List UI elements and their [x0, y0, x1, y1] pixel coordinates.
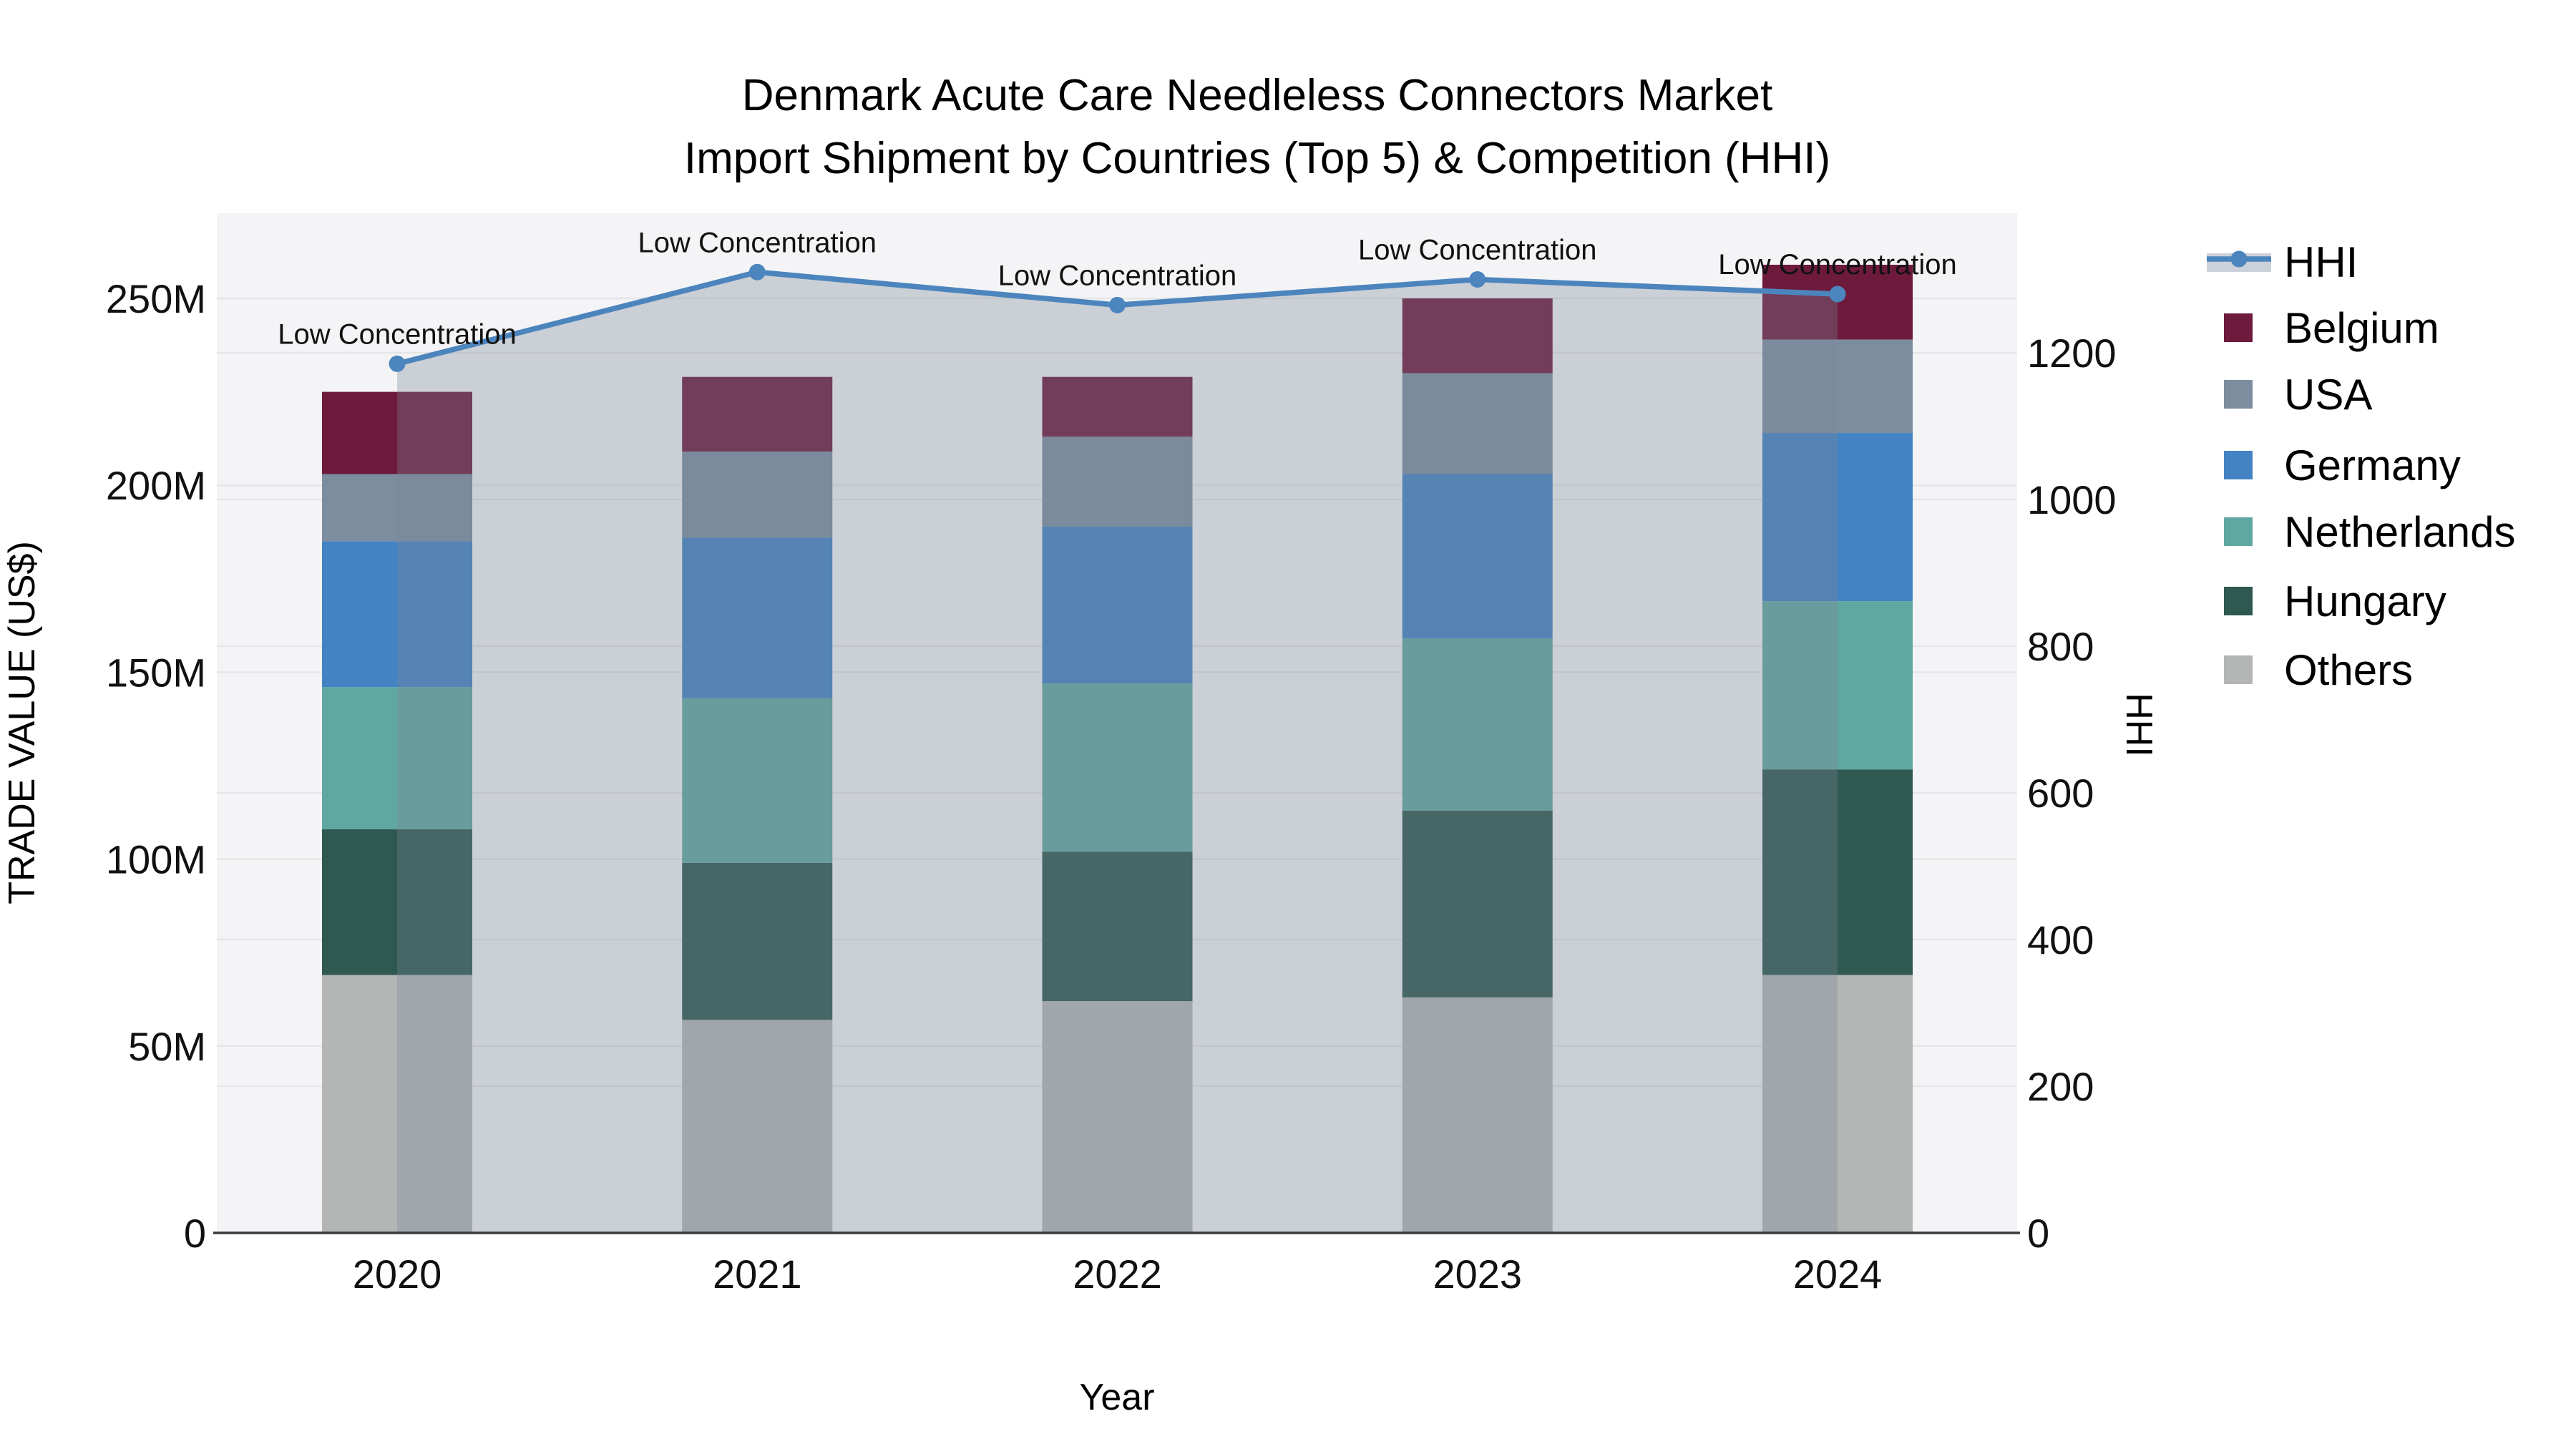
x-tick-2022: 2022	[1073, 1252, 1162, 1297]
annotation-low-concentration-2020: Low Concentration	[278, 318, 517, 350]
legend-swatch-germany	[2224, 451, 2253, 479]
hhi-line-layer	[389, 263, 1846, 372]
hhi-marker-2022	[1109, 296, 1126, 313]
y-tick-right-200: 200	[2027, 1064, 2094, 1109]
y-axis-title-left: TRADE VALUE (US$)	[1, 541, 43, 904]
bar-segment-usa-2021	[682, 452, 833, 538]
bar-segment-others-2023	[1402, 997, 1553, 1233]
legend-swatch-hungary	[2224, 587, 2253, 615]
legend-item-usa: USA	[2224, 371, 2372, 419]
y-tick-right-0: 0	[2027, 1211, 2049, 1256]
bar-segment-netherlands-2023	[1402, 638, 1553, 811]
bar-segment-usa-2023	[1402, 373, 1553, 474]
bar-segment-hungary-2022	[1042, 852, 1193, 1002]
hhi-area-layer	[397, 272, 1838, 1233]
stacked-bars-layer	[322, 264, 1913, 1233]
bar-segment-netherlands-2024	[1762, 601, 1913, 770]
hhi-marker-2020	[389, 355, 406, 372]
legend-swatch-netherlands	[2224, 517, 2253, 546]
legend-label-netherlands: Netherlands	[2284, 508, 2516, 556]
bar-segment-others-2021	[682, 1020, 833, 1233]
legend-swatch-others	[2224, 655, 2253, 684]
annotations-layer: Low Concentration Low Concentration Low Co…	[278, 227, 1957, 350]
bar-segment-hungary-2024	[1762, 769, 1913, 975]
bar-segment-netherlands-2022	[1042, 683, 1193, 852]
legend-label-belgium: Belgium	[2284, 304, 2439, 352]
legend-item-hungary: Hungary	[2224, 577, 2446, 625]
bar-segment-netherlands-2020	[322, 687, 472, 829]
legend-label-others: Others	[2284, 646, 2413, 694]
x-tick-2020: 2020	[353, 1252, 442, 1297]
bar-segment-belgium-2023	[1402, 298, 1553, 374]
bar-segment-others-2020	[322, 975, 472, 1233]
bar-segment-netherlands-2021	[682, 698, 833, 863]
annotation-low-concentration-2022: Low Concentration	[998, 260, 1237, 291]
x-tick-2021: 2021	[713, 1252, 802, 1297]
y-tick-left-100M: 100M	[106, 837, 206, 882]
bar-segment-hungary-2020	[322, 829, 472, 975]
x-axis-title: Year	[1079, 1377, 1154, 1418]
legend-layer: HHI Belgium USA Germany Netherlands Hungary Ot…	[2207, 238, 2516, 694]
y-axis-title-right: HHI	[2118, 693, 2160, 757]
y-tick-left-0: 0	[184, 1211, 206, 1256]
legend-item-netherlands: Netherlands	[2224, 508, 2516, 556]
bar-segment-others-2024	[1762, 975, 1913, 1233]
annotation-low-concentration-2024: Low Concentration	[1718, 249, 1957, 280]
bar-segment-germany-2020	[322, 541, 472, 688]
y-tick-right-400: 400	[2027, 917, 2094, 962]
bar-segment-germany-2023	[1402, 474, 1553, 639]
y-tick-left-150M: 150M	[106, 650, 206, 695]
legend-label-hungary: Hungary	[2284, 577, 2446, 625]
bar-segment-usa-2020	[322, 474, 472, 542]
bar-segment-belgium-2021	[682, 376, 833, 452]
bar-segment-germany-2022	[1042, 526, 1193, 684]
legend-item-belgium: Belgium	[2224, 304, 2439, 352]
legend-label-germany: Germany	[2284, 441, 2461, 489]
y-tick-right-1000: 1000	[2027, 477, 2117, 522]
annotation-low-concentration-2023: Low Concentration	[1358, 235, 1597, 266]
y-tick-right-800: 800	[2027, 624, 2094, 669]
y-tick-left-200M: 200M	[106, 463, 206, 508]
legend-swatch-usa	[2224, 380, 2253, 409]
y-tick-right-600: 600	[2027, 771, 2094, 816]
legend-item-hhi: HHI	[2207, 238, 2358, 286]
bar-segment-belgium-2022	[1042, 376, 1193, 437]
hhi-legend-marker-icon	[2230, 250, 2248, 268]
chart-title-line2: Import Shipment by Countries (Top 5) & C…	[684, 134, 1830, 183]
bar-segment-hungary-2021	[682, 862, 833, 1020]
y-tick-left-250M: 250M	[106, 276, 206, 321]
bar-segment-belgium-2020	[322, 391, 472, 474]
legend-label-hhi: HHI	[2284, 238, 2358, 286]
bar-segment-usa-2024	[1762, 339, 1913, 434]
chart-title-line1: Denmark Acute Care Needleless Connectors…	[742, 71, 1772, 120]
bar-segment-germany-2024	[1762, 433, 1913, 602]
hhi-area-fill	[397, 272, 1838, 1233]
hhi-marker-2023	[1469, 271, 1486, 288]
annotation-low-concentration-2021: Low Concentration	[638, 227, 877, 258]
legend-item-others: Others	[2224, 646, 2413, 694]
x-tick-2023: 2023	[1433, 1252, 1522, 1297]
bar-segment-hungary-2023	[1402, 810, 1553, 997]
bar-segment-others-2022	[1042, 1001, 1193, 1233]
bar-segment-germany-2021	[682, 537, 833, 698]
hhi-marker-2021	[748, 263, 766, 280]
y-tick-left-50M: 50M	[128, 1024, 206, 1069]
legend-item-germany: Germany	[2224, 441, 2461, 489]
tick-labels-layer: 0 50M 100M 150M 200M 250M 0 200 400 600 800 1000 120…	[106, 276, 2117, 1297]
y-tick-right-1200: 1200	[2027, 331, 2117, 376]
bar-segment-usa-2022	[1042, 436, 1193, 527]
legend-label-usa: USA	[2284, 371, 2372, 419]
legend-swatch-belgium	[2224, 313, 2253, 342]
hhi-marker-2024	[1829, 286, 1846, 303]
x-tick-2024: 2024	[1793, 1252, 1883, 1297]
